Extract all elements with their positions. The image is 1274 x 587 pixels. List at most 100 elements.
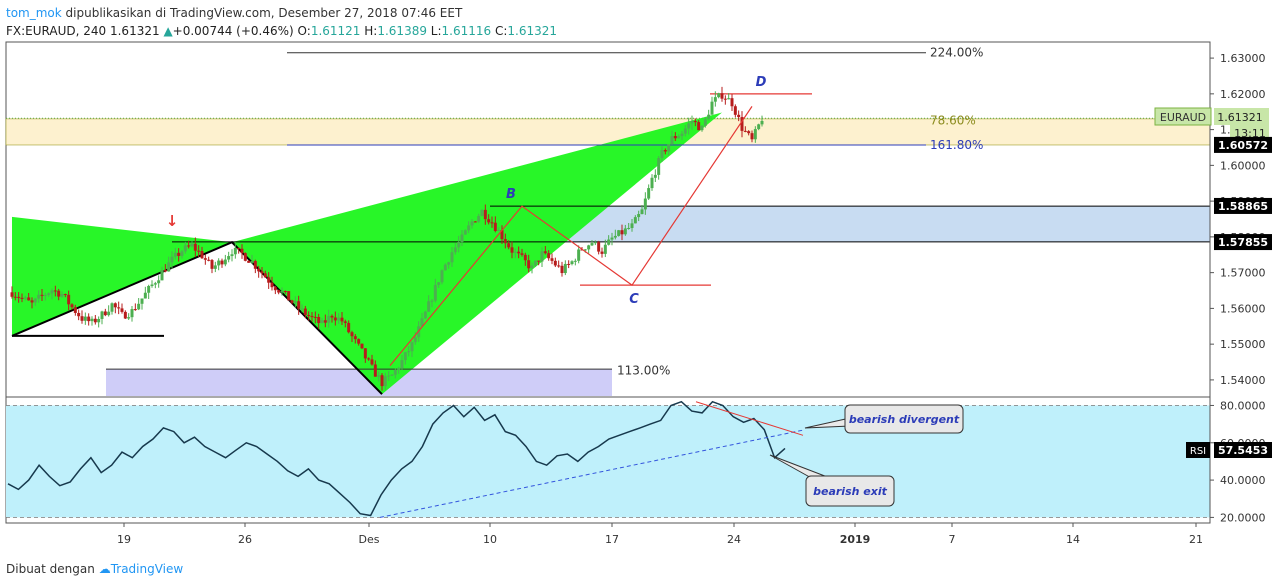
candle-body	[573, 260, 577, 262]
footer-made-with: Dibuat dengan	[6, 562, 95, 576]
price-tick-label: 1.55000	[1220, 338, 1266, 351]
rsi-tag-text: RSI	[1190, 446, 1206, 457]
price-label-text: 1.58865	[1218, 200, 1268, 213]
candle-body	[623, 228, 627, 235]
candle-body	[373, 364, 377, 377]
candle-body	[553, 260, 557, 266]
candle-body	[17, 296, 21, 298]
candle-body	[263, 273, 267, 278]
candle-body	[260, 271, 264, 274]
close-label: C:	[494, 24, 508, 38]
candle-body	[503, 239, 507, 244]
candle-body	[37, 294, 41, 299]
candle-body	[13, 296, 17, 298]
candle-body	[240, 248, 244, 254]
candle-body	[157, 280, 161, 284]
candle-body	[27, 297, 31, 301]
candle-body	[517, 251, 521, 254]
candle-body	[293, 301, 297, 303]
candle-body	[510, 247, 514, 253]
candle-body	[653, 174, 657, 178]
price-label-text: 1.60572	[1218, 139, 1268, 152]
price-tick-label: 1.63000	[1220, 52, 1266, 65]
candle-body	[90, 318, 94, 322]
candle-body	[20, 297, 24, 299]
candle-body	[747, 131, 751, 134]
candle-body	[87, 316, 91, 322]
fib-786-band	[6, 118, 1210, 145]
candle-body	[243, 253, 247, 261]
candle-body	[323, 320, 327, 323]
candle-body	[700, 125, 704, 131]
candle-body	[280, 290, 284, 293]
candle-body	[707, 114, 711, 119]
candle-body	[430, 300, 434, 302]
candle-body	[750, 133, 754, 140]
candle-body	[697, 122, 701, 131]
candle-body	[720, 93, 724, 99]
candle-body	[587, 245, 591, 250]
candle-body	[327, 315, 331, 323]
harmonic-triangle-1	[232, 112, 722, 395]
candle-body	[450, 252, 454, 263]
candle-body	[80, 316, 84, 321]
candle-body	[287, 291, 291, 301]
publish-text: dipublikasikan di TradingView.com, Desem…	[65, 6, 463, 20]
ohlc-legend: FX:EURAUD, 240 1.61321 ▲+0.00744 (+0.46%…	[6, 24, 557, 38]
candle-body	[440, 270, 444, 283]
candle-body	[130, 309, 134, 318]
candle-body	[577, 249, 581, 261]
candle-body	[107, 311, 111, 316]
candle-body	[317, 316, 321, 324]
candle-body	[470, 221, 474, 226]
candle-body	[583, 249, 587, 251]
candle-body	[403, 352, 407, 361]
callout-text: bearish divergent	[849, 413, 960, 426]
candle-body	[53, 290, 57, 292]
price-tick-label: 1.62000	[1220, 88, 1266, 101]
candle-body	[383, 376, 387, 387]
author-link[interactable]: tom_mok	[6, 6, 62, 20]
candle-body	[250, 260, 254, 263]
candle-body	[180, 251, 184, 256]
candle-body	[487, 219, 491, 223]
footer-brand[interactable]: TradingView	[110, 562, 184, 576]
callout-bearish-exit	[805, 475, 895, 507]
candle-body	[717, 93, 721, 98]
candle-body	[447, 262, 451, 265]
bcd-legs	[389, 106, 753, 366]
candle-body	[533, 260, 537, 266]
pattern-point-c: C	[629, 292, 639, 307]
footer: Dibuat dengan ☁TradingView	[6, 562, 183, 576]
candle-body	[127, 317, 131, 319]
candle-body	[693, 121, 697, 123]
price-label-3	[1214, 234, 1272, 251]
candle-body	[360, 343, 364, 349]
time-tick-label: 14	[1066, 533, 1080, 546]
candle-body	[377, 375, 381, 377]
candle-body	[40, 294, 44, 296]
time-tick-label: 7	[949, 533, 956, 546]
candle-body	[197, 250, 201, 252]
candle-body	[567, 263, 571, 265]
candle-body	[353, 336, 357, 340]
candle-body	[173, 252, 177, 257]
candle-body	[410, 342, 414, 352]
candle-body	[473, 221, 477, 223]
open-label: O:	[297, 24, 311, 38]
candle-body	[237, 247, 241, 249]
candle-body	[93, 318, 97, 323]
candle-body	[60, 294, 64, 297]
candle-body	[443, 264, 447, 271]
rsi-divergence-line	[695, 401, 804, 436]
candle-body	[677, 136, 681, 139]
candle-body	[607, 239, 611, 245]
candle-body	[297, 301, 301, 309]
rsi-tick-label: 20.0000	[1220, 511, 1266, 524]
candle-body	[233, 247, 237, 255]
candle-body	[393, 369, 397, 375]
candle-body	[460, 234, 464, 243]
candle-body	[423, 311, 427, 319]
candle-body	[217, 260, 221, 266]
